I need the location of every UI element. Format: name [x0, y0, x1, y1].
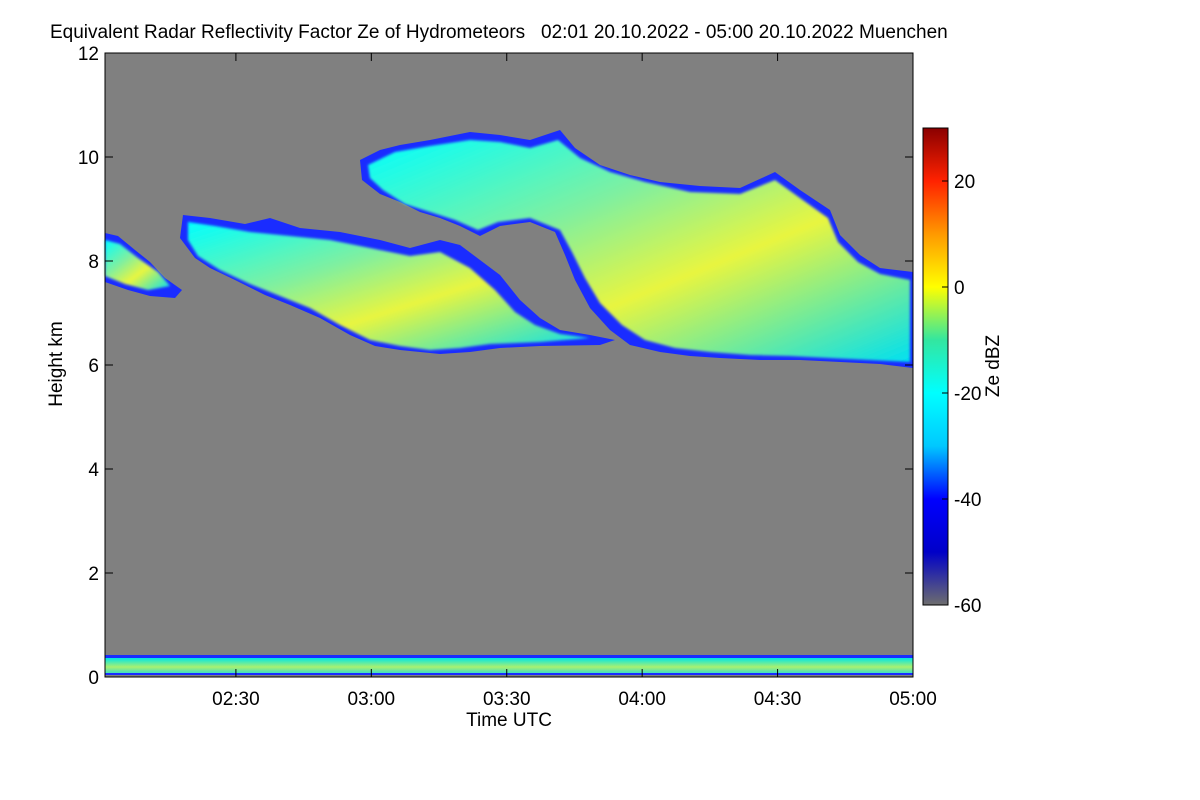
- x-tick-label: 04:00: [618, 689, 666, 710]
- colorbar-ticks: 20 0 -20 -40 -60: [942, 172, 981, 617]
- colorbar-tick-label: 0: [954, 278, 965, 299]
- echo-upper-left-core: [105, 240, 170, 290]
- y-tick-label: 8: [88, 252, 99, 273]
- echo-upper-right-core: [368, 140, 910, 362]
- y-tick-label: 6: [88, 356, 99, 377]
- y-tick-label: 0: [88, 668, 99, 689]
- x-axis-title: Time UTC: [466, 710, 552, 731]
- colorbar-tick-label: -60: [954, 596, 981, 617]
- colorbar-tick-label: -20: [954, 384, 981, 405]
- chart-title: Equivalent Radar Reflectivity Factor Ze …: [50, 22, 948, 43]
- y-tick-label: 2: [88, 564, 99, 585]
- y-axis-title: Height km: [46, 321, 67, 407]
- echo-layers: [105, 130, 913, 675]
- y-tick-label: 4: [88, 460, 99, 481]
- colorbar-label: Ze dBZ: [983, 334, 1004, 397]
- y-axis: 0 2 4 6 8 10 12: [78, 44, 913, 689]
- x-tick-label: 03:00: [348, 689, 396, 710]
- y-tick-label: 12: [78, 44, 99, 65]
- x-axis: 02:30 03:00 03:30 04:00 04:30 05:00: [212, 53, 937, 710]
- colorbar-tick-label: -40: [954, 490, 981, 511]
- colorbar: [922, 127, 949, 606]
- x-tick-label: 03:30: [483, 689, 531, 710]
- y-tick-label: 10: [78, 148, 99, 169]
- x-tick-label: 02:30: [212, 689, 260, 710]
- x-tick-label: 04:30: [754, 689, 802, 710]
- echo-upper-mid-core: [188, 222, 590, 350]
- x-tick-label: 05:00: [889, 689, 937, 710]
- echo-near-surface: [105, 658, 913, 673]
- colorbar-tick-label: 20: [954, 172, 975, 193]
